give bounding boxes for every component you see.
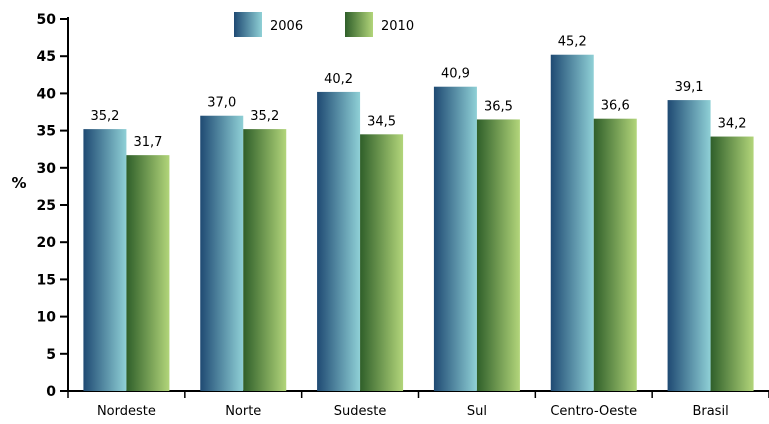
x-axis: Nordeste Norte Sudeste Sul Centro-Oeste Brasi… (67, 390, 769, 419)
data-label: 35,2 (250, 109, 279, 124)
y-tick-label: 45 (37, 49, 56, 65)
data-label: 36,5 (484, 99, 513, 114)
bar-2010-Brasil (710, 136, 754, 391)
legend-label: 2010 (381, 19, 414, 34)
bar-2006-Norte (200, 115, 244, 391)
legend-swatch-2010 (345, 12, 373, 37)
bar-2010-Sudeste (360, 134, 404, 391)
bar-2010-Norte (243, 129, 287, 391)
y-axis: 0 5 10 15 20 25 30 35 40 45 50 (37, 12, 69, 400)
x-tick-label: Brasil (692, 404, 728, 419)
data-label: 37,0 (207, 96, 236, 111)
data-label: 40,2 (324, 72, 353, 87)
bar-2006-Brasil (667, 100, 711, 391)
x-tick-label: Centro-Oeste (550, 404, 637, 419)
legend: 2006 2010 (234, 12, 414, 37)
y-tick-label: 50 (37, 12, 57, 28)
data-label: 31,7 (133, 135, 162, 150)
bar-2006-Sul (433, 86, 477, 391)
data-label: 36,6 (601, 99, 630, 114)
y-tick-label: 15 (37, 272, 56, 288)
x-tick-label: Sudeste (334, 404, 387, 419)
bar-2010-Nordeste (126, 155, 170, 391)
x-tick-label: Norte (225, 404, 261, 419)
data-label: 35,2 (90, 109, 119, 124)
data-label: 34,5 (367, 114, 396, 129)
y-axis-label: % (11, 174, 26, 192)
y-tick-label: 10 (37, 310, 57, 326)
y-tick-label: 30 (37, 161, 57, 177)
data-label: 45,2 (558, 35, 587, 50)
x-tick-label: Nordeste (97, 404, 156, 419)
x-tick-label: Sul (467, 404, 487, 419)
bar-2006-Centro-Oeste (550, 54, 594, 391)
y-tick-label: 40 (37, 86, 57, 102)
bar-2006-Sudeste (317, 91, 361, 392)
data-label: 39,1 (675, 80, 704, 95)
data-label: 34,2 (718, 117, 747, 132)
bar-2010-Centro-Oeste (593, 118, 637, 392)
bars: 35,2 31,7 37,0 35,2 40,2 34,5 40,9 36,5 45,2 36,6… (83, 35, 754, 392)
y-tick-label: 0 (46, 384, 56, 400)
y-tick-label: 5 (46, 347, 56, 363)
legend-swatch-2006 (234, 12, 262, 37)
y-tick-label: 20 (37, 235, 57, 251)
bar-2010-Sul (476, 119, 520, 391)
bar-2006-Nordeste (83, 129, 127, 391)
legend-label: 2006 (270, 19, 303, 34)
y-tick-label: 35 (37, 124, 56, 140)
y-tick-label: 25 (37, 198, 56, 214)
data-label: 40,9 (441, 67, 470, 82)
